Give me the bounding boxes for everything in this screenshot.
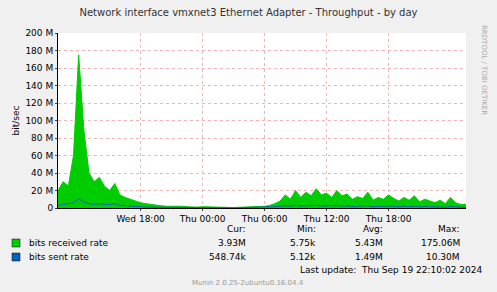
svg-text:5.43M: 5.43M: [355, 238, 383, 248]
svg-text:Thu 18:00: Thu 18:00: [365, 214, 412, 224]
svg-text:40 M: 40 M: [31, 168, 53, 178]
svg-text:180 M: 180 M: [25, 46, 53, 56]
svg-text:Wed 18:00: Wed 18:00: [116, 214, 165, 224]
svg-text:548.74k: 548.74k: [209, 252, 246, 262]
svg-text:Thu 12:00: Thu 12:00: [303, 214, 350, 224]
svg-text:10.30M: 10.30M: [426, 252, 460, 262]
svg-text:Cur:: Cur:: [227, 224, 246, 234]
svg-text:20 M: 20 M: [31, 186, 53, 196]
svg-text:Thu 00:00: Thu 00:00: [179, 214, 226, 224]
svg-text:Last update: Thu Sep 19 22:10: Last update: Thu Sep 19 22:10:02 2024: [300, 265, 482, 275]
svg-text:Thu 06:00: Thu 06:00: [241, 214, 288, 224]
svg-text:3.93M: 3.93M: [218, 238, 246, 248]
svg-text:bits received rate: bits received rate: [29, 238, 108, 248]
svg-text:5.12k: 5.12k: [290, 252, 316, 262]
svg-text:RRDTOOL / TOBI OETIKER: RRDTOOL / TOBI OETIKER: [480, 25, 488, 115]
svg-text:5.75k: 5.75k: [290, 238, 316, 248]
svg-text:120 M: 120 M: [25, 98, 53, 108]
svg-text:100 M: 100 M: [25, 116, 53, 126]
svg-text:60 M: 60 M: [31, 151, 53, 161]
svg-text:175.06M: 175.06M: [421, 238, 460, 248]
svg-text:80 M: 80 M: [31, 133, 53, 143]
svg-text:bits sent rate: bits sent rate: [29, 252, 89, 262]
svg-text:200 M: 200 M: [25, 28, 53, 38]
svg-text:Avg:: Avg:: [363, 224, 383, 234]
svg-text:Min:: Min:: [297, 224, 316, 234]
svg-text:Munin 2.0.25-2ubuntu0.16.04.4: Munin 2.0.25-2ubuntu0.16.04.4: [192, 279, 304, 287]
svg-text:140 M: 140 M: [25, 81, 53, 91]
svg-text:0: 0: [47, 203, 53, 213]
svg-text:Network interface vmxnet3 Ethe: Network interface vmxnet3 Ethernet Adapt…: [79, 7, 417, 18]
svg-text:bit/sec: bit/sec: [11, 105, 21, 135]
svg-text:1.49M: 1.49M: [355, 252, 383, 262]
svg-text:Max:: Max:: [438, 224, 460, 234]
svg-text:160 M: 160 M: [25, 63, 53, 73]
